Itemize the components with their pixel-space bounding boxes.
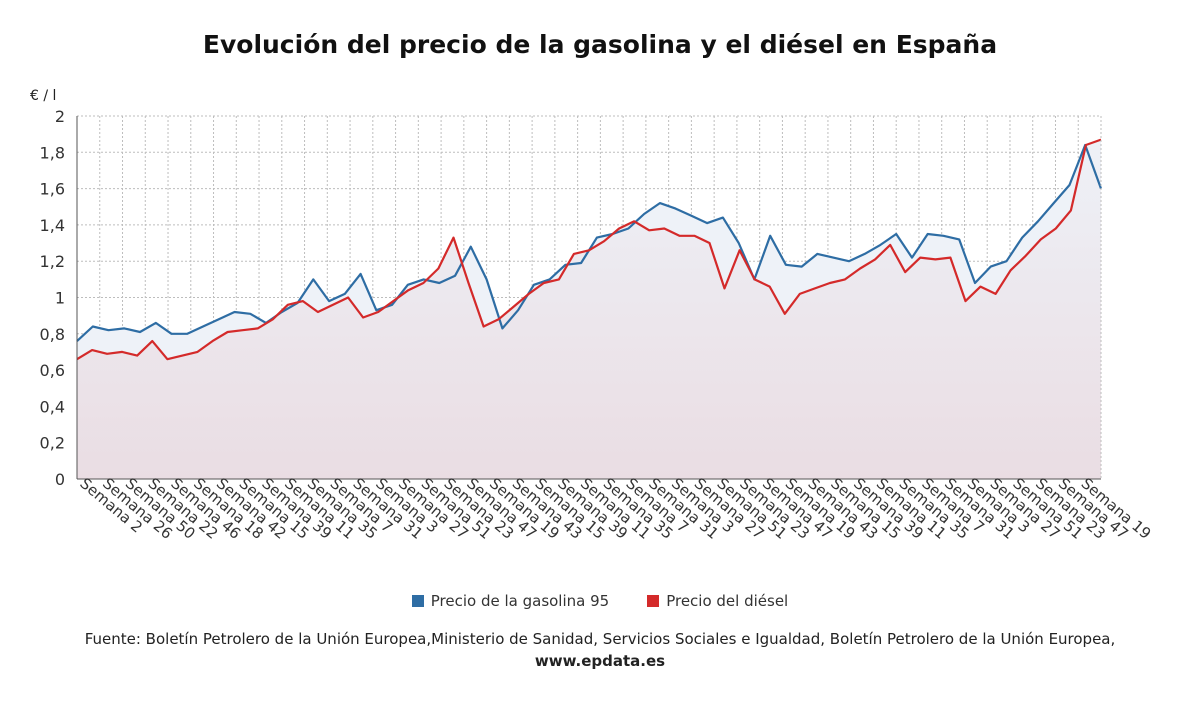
series-lines bbox=[76, 138, 1103, 361]
source-note: Fuente: Boletín Petrolero de la Unión Eu… bbox=[60, 628, 1140, 672]
source-site-link[interactable]: www.epdata.es bbox=[534, 652, 666, 670]
legend-swatch-gasoline bbox=[411, 595, 424, 607]
y-tick-labels: 0 0,2 0,4 0,6 0,8 1 1,2 1,4 1,6 1,8 2 bbox=[40, 107, 65, 489]
y-tick-label: 0 bbox=[55, 470, 65, 489]
y-tick-label: 1,6 bbox=[40, 180, 65, 199]
legend-item-diesel[interactable]: Precio del diésel bbox=[647, 592, 788, 610]
chart-title: Evolución del precio de la gasolina y el… bbox=[202, 30, 998, 59]
axes bbox=[76, 116, 1102, 480]
y-tick-label: 1,8 bbox=[40, 143, 65, 162]
legend-swatch-diesel bbox=[647, 595, 660, 607]
y-tick-label: 0,8 bbox=[40, 325, 65, 344]
y-tick-label: 0,4 bbox=[40, 397, 65, 416]
legend: Precio de la gasolina 95 Precio del diés… bbox=[0, 592, 1200, 610]
y-tick-label: 1,4 bbox=[40, 216, 65, 235]
legend-label-diesel: Precio del diésel bbox=[666, 592, 789, 610]
y-tick-label: 2 bbox=[55, 107, 65, 126]
y-tick-label: 1 bbox=[55, 289, 65, 308]
legend-label-gasoline: Precio de la gasolina 95 bbox=[430, 592, 610, 610]
legend-item-gasoline[interactable]: Precio de la gasolina 95 bbox=[411, 592, 610, 610]
source-text: Fuente: Boletín Petrolero de la Unión Eu… bbox=[84, 630, 1116, 648]
diesel-line bbox=[76, 138, 1102, 361]
y-tick-label: 0,2 bbox=[40, 434, 65, 453]
diesel-area bbox=[77, 139, 1101, 479]
y-axis-label: € / l bbox=[30, 88, 56, 104]
y-tick-label: 1,2 bbox=[40, 252, 65, 271]
series-areas bbox=[77, 139, 1101, 479]
y-tick-label: 0,6 bbox=[40, 361, 65, 380]
